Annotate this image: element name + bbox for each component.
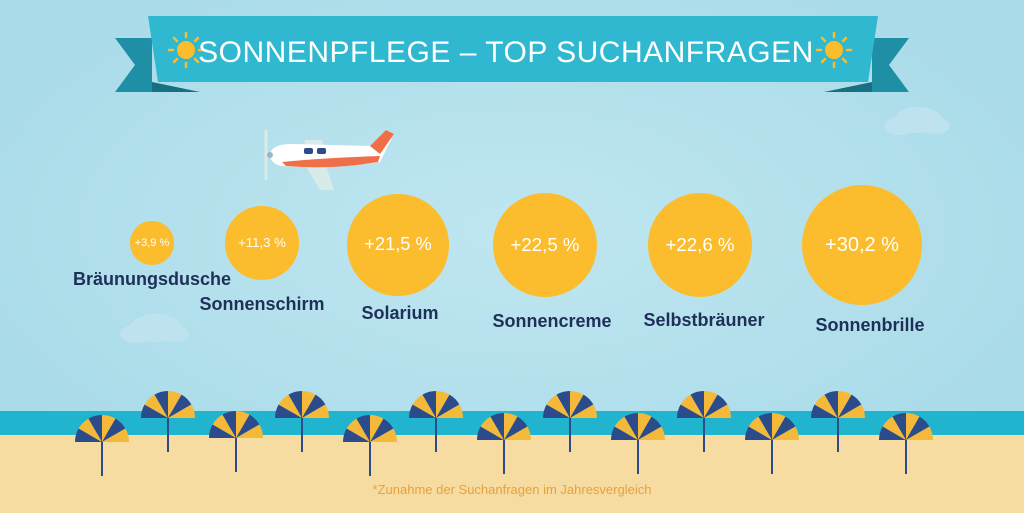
bubble: +11,3 % <box>225 206 299 280</box>
category-label: Sonnenbrille <box>815 315 925 335</box>
umbrella-icon <box>408 390 464 452</box>
bubble: +3,9 % <box>130 221 174 265</box>
umbrella-icon <box>879 412 933 474</box>
sun-icon <box>167 31 205 69</box>
umbrella-icon <box>74 414 130 476</box>
category-label: Sonnenschirm <box>199 294 325 314</box>
bubble: +22,6 % <box>648 193 752 297</box>
category-label: Sonnencreme <box>492 311 612 331</box>
umbrella-icon <box>677 390 731 452</box>
category-label: Selbstbräuner <box>643 310 765 330</box>
category-label: Bräunungsdusche <box>72 269 232 289</box>
umbrella-icon <box>140 390 196 452</box>
bubble-value-label: +21,5 % <box>364 234 432 255</box>
bubble: +22,5 % <box>493 193 597 297</box>
umbrella-icon <box>611 412 665 474</box>
umbrella-icon <box>476 412 531 474</box>
cloud-icon <box>120 314 189 343</box>
cloud-icon <box>884 107 950 135</box>
bubble-value-label: +30,2 % <box>825 233 899 256</box>
page-title: SONNENPFLEGE – TOP SUCHANFRAGEN <box>198 36 814 69</box>
bubble: +21,5 % <box>347 194 449 296</box>
umbrella-icon <box>543 390 597 452</box>
footnote: *Zunahme der Suchanfragen im Jahresvergl… <box>372 482 652 497</box>
umbrella-row <box>74 390 933 476</box>
umbrella-icon <box>811 390 865 452</box>
title-ribbon <box>115 16 909 92</box>
umbrella-icon <box>208 410 264 472</box>
category-label: Solarium <box>361 303 439 323</box>
bubble-value-label: +11,3 % <box>238 235 286 251</box>
bubble-value-label: +3,9 % <box>134 236 170 249</box>
bubble: +30,2 % <box>802 185 922 305</box>
bubble-value-label: +22,5 % <box>510 233 580 255</box>
umbrella-icon <box>342 414 398 476</box>
sand <box>0 435 1024 513</box>
bubble-value-label: +22,6 % <box>665 233 735 255</box>
sun-icon <box>815 31 853 69</box>
umbrella-icon <box>274 390 330 452</box>
umbrella-icon <box>745 412 799 474</box>
airplane-icon <box>264 130 394 190</box>
